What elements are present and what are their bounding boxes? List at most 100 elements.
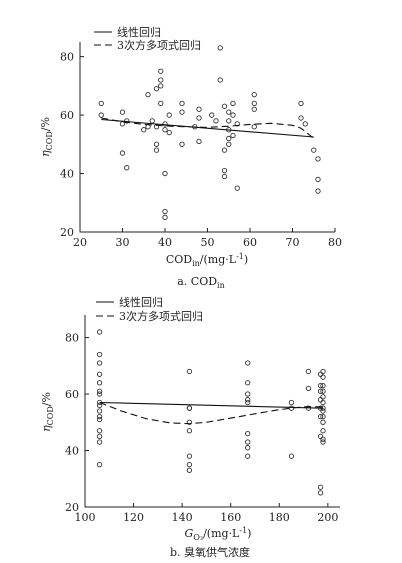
chart-b-data-point xyxy=(288,453,295,459)
chart-a-data-point xyxy=(196,106,202,112)
chart-a-data-point xyxy=(166,112,172,118)
chart-b-data-point xyxy=(317,433,324,440)
chart-b-x-axis-label: GO₃/(mg·L-1) xyxy=(185,526,252,542)
chart-b-plot-area: 100 120 140 160 180 200 20 40 60 80 xyxy=(65,329,338,524)
chart-b-data-point xyxy=(96,388,103,394)
chart-b-data-point xyxy=(320,399,326,406)
chart-a-data-point xyxy=(162,121,168,127)
chart-a-x-tick-label: 80 xyxy=(328,236,342,249)
chart-a-data-point xyxy=(315,156,321,162)
chart-b-x-tick-label: 200 xyxy=(317,511,338,524)
chart-a: 20 30 40 50 60 70 80 20 40 60 80 线性回归 3次方多项式回归 ηCO… xyxy=(39,25,342,290)
chart-a-legend-linear-label: 线性回归 xyxy=(117,25,161,39)
chart-b-data-point xyxy=(96,351,103,358)
chart-b-data-point xyxy=(96,402,103,409)
chart-a-x-tick-label: 50 xyxy=(201,236,215,249)
chart-b-data-point xyxy=(96,439,103,445)
chart-b-data-point xyxy=(320,388,326,394)
chart-b-data-point xyxy=(96,329,103,335)
chart-b-data-point xyxy=(305,385,312,392)
chart-a-data-point xyxy=(213,118,219,124)
chart-b-data-point xyxy=(245,453,251,459)
chart-a-data-point xyxy=(158,100,164,107)
chart-a-data-point xyxy=(158,68,164,74)
chart-b-data-point xyxy=(320,382,326,389)
chart-a-data-point xyxy=(162,170,168,177)
chart-a-data-point xyxy=(98,112,104,118)
chart-a-data-point xyxy=(162,127,168,133)
chart-b-legend-linear-label: 线性回归 xyxy=(119,295,163,309)
chart-b-y-tick-label: 40 xyxy=(65,445,79,458)
chart-b-legend-cubic-label: 3次方多项式回归 xyxy=(119,309,203,323)
chart-b-data-point xyxy=(186,461,193,468)
chart-b-data-point xyxy=(186,453,193,459)
chart-a-data-point xyxy=(226,109,232,115)
chart-b-data-point xyxy=(320,439,326,445)
chart-a-data-point xyxy=(162,214,168,221)
chart-a-data-point xyxy=(145,91,151,98)
chart-b-data-point xyxy=(96,380,103,386)
chart-a-data-point xyxy=(311,147,317,153)
chart-a-data-point xyxy=(234,121,240,127)
chart-b-data-point xyxy=(96,416,103,423)
chart-b-data-point xyxy=(96,391,103,397)
chart-b-y-axis-label: ηCOD/% xyxy=(40,392,55,432)
chart-a-y-tick-label: 40 xyxy=(60,168,74,181)
chart-b-data-point xyxy=(320,419,326,425)
chart-b-data-point xyxy=(245,397,251,403)
chart-b-data-point xyxy=(186,368,193,375)
chart-b-data-point xyxy=(288,405,295,411)
chart-a-data-point xyxy=(217,45,223,51)
chart-a-data-point xyxy=(302,121,308,127)
chart-b-data-point xyxy=(245,430,251,437)
chart-b-x-tick-label: 140 xyxy=(172,511,193,524)
chart-a-linear-fit-line xyxy=(101,118,314,138)
chart-b-data-point xyxy=(288,399,295,406)
chart-a-data-point xyxy=(153,86,160,92)
chart-b-x-tick-label: 120 xyxy=(123,511,144,524)
chart-b-data-point xyxy=(186,405,193,411)
chart-a-data-point xyxy=(226,141,232,147)
chart-b-y-tick-label: 80 xyxy=(65,332,79,345)
chart-b-data-point xyxy=(96,408,103,414)
chart-b-data-point xyxy=(320,436,326,442)
chart-b-data-point xyxy=(320,394,326,400)
chart-a-cubic-fit-line xyxy=(101,117,315,139)
chart-b-data-point xyxy=(245,391,251,397)
chart-a-data-point xyxy=(221,147,228,153)
chart-b-caption: b. 臭氧供气浓度 xyxy=(170,545,250,559)
chart-a-data-point xyxy=(158,77,164,83)
chart-b-y-tick-label: 60 xyxy=(65,388,79,401)
chart-a-data-point xyxy=(251,100,257,107)
chart-b-cubic-fit-line xyxy=(99,401,323,425)
chart-a-x-tick-label: 40 xyxy=(158,236,172,249)
chart-a-data-point xyxy=(230,100,236,107)
chart-a-data-point xyxy=(119,109,126,115)
chart-b-data-point xyxy=(320,374,326,380)
chart-b-data-point xyxy=(186,419,193,425)
chart-b-data-point xyxy=(317,388,324,394)
chart-a-data-point xyxy=(179,109,185,115)
chart-a-axes xyxy=(79,42,335,233)
chart-a-data-point xyxy=(315,188,321,194)
chart-a-x-axis-label: CODin/(mg·L-1) xyxy=(166,252,248,268)
chart-b-data-point xyxy=(96,461,103,468)
chart-a-data-point xyxy=(226,118,232,124)
chart-a-data-point xyxy=(158,83,164,89)
chart-a-x-tick-label: 70 xyxy=(286,236,300,249)
chart-a-data-point xyxy=(226,135,232,142)
chart-a-data-point xyxy=(166,129,172,136)
chart-a-data-point xyxy=(251,106,257,112)
chart-b-data-point xyxy=(245,360,251,366)
chart-a-y-axis-label: ηCOD/% xyxy=(39,117,54,157)
chart-a-y-tick-label: 60 xyxy=(60,109,74,122)
chart-b-data-point xyxy=(245,399,251,406)
chart-b: 100 120 140 160 180 200 20 40 60 80 线性回归 3次方多项式回归… xyxy=(40,295,340,559)
chart-b-x-tick-label: 180 xyxy=(269,511,290,524)
chart-a-caption: a. CODin xyxy=(177,275,225,290)
chart-b-data-point xyxy=(317,382,324,389)
chart-b-data-point xyxy=(96,433,103,440)
chart-a-legend: 线性回归 3次方多项式回归 xyxy=(94,25,201,52)
chart-a-data-point xyxy=(153,141,160,147)
chart-a-x-tick-label: 20 xyxy=(73,236,87,249)
